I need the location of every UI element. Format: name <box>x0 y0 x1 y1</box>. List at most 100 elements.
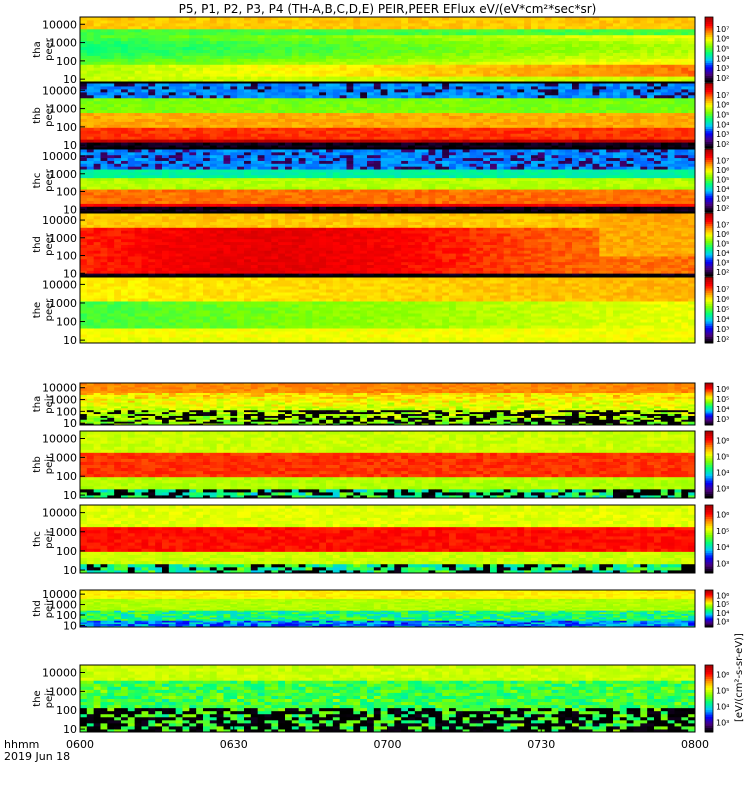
heatmap-cell <box>545 107 552 110</box>
heatmap-cell <box>661 116 668 119</box>
heatmap-cell <box>326 70 333 73</box>
heatmap-cell <box>347 38 354 41</box>
heatmap-cell <box>183 29 190 32</box>
heatmap-cell <box>442 113 449 116</box>
heatmap-cell <box>340 86 347 89</box>
heatmap-cell <box>135 127 142 130</box>
heatmap-cell <box>415 61 422 64</box>
heatmap-cell <box>579 70 586 73</box>
heatmap-cell <box>135 52 142 55</box>
heatmap-cell <box>408 118 415 121</box>
heatmap-cell <box>435 52 442 55</box>
heatmap-cell <box>401 98 408 101</box>
heatmap-cell <box>538 118 545 121</box>
heatmap-cell <box>319 64 326 67</box>
heatmap-cell <box>251 58 258 61</box>
heatmap-cell <box>107 172 114 175</box>
heatmap-cell <box>176 142 183 145</box>
heatmap-cell <box>176 124 183 127</box>
heatmap-cell <box>572 52 579 55</box>
heatmap-cell <box>319 17 326 20</box>
heatmap-cell <box>435 107 442 110</box>
heatmap-cell <box>429 23 436 26</box>
heatmap-cell <box>394 121 401 124</box>
heatmap-cell <box>620 17 627 20</box>
heatmap-cell <box>333 113 340 116</box>
heatmap-cell <box>162 113 169 116</box>
heatmap-cell <box>258 92 265 95</box>
heatmap-cell <box>517 118 524 121</box>
heatmap-cell <box>203 101 210 104</box>
heatmap-cell <box>490 35 497 38</box>
heatmap-cell <box>647 89 654 92</box>
heatmap-cell <box>347 61 354 64</box>
heatmap-cell <box>688 76 695 79</box>
heatmap-cell <box>251 133 258 136</box>
heatmap-cell <box>128 203 135 206</box>
heatmap-cell <box>121 189 128 192</box>
heatmap-cell <box>511 41 518 44</box>
heatmap-cell <box>654 29 661 32</box>
heatmap-cell <box>415 17 422 20</box>
heatmap-cell <box>579 35 586 38</box>
heatmap-cell <box>449 44 456 47</box>
heatmap-cell <box>292 61 299 64</box>
heatmap-cell <box>504 95 511 98</box>
heatmap-cell <box>353 83 360 86</box>
heatmap-cell <box>169 32 176 35</box>
heatmap-cell <box>353 70 360 73</box>
heatmap-cell <box>278 50 285 53</box>
heatmap-cell <box>107 178 114 181</box>
heatmap-cell <box>196 116 203 119</box>
heatmap-cell <box>265 142 272 145</box>
heatmap-cell <box>394 35 401 38</box>
heatmap-cell <box>244 44 251 47</box>
heatmap-cell <box>640 110 647 113</box>
heatmap-cell <box>415 113 422 116</box>
heatmap-cell <box>429 116 436 119</box>
heatmap-cell <box>586 142 593 145</box>
heatmap-cell <box>545 76 552 79</box>
heatmap-cell <box>524 55 531 58</box>
heatmap-cell <box>360 38 367 41</box>
heatmap-cell <box>606 73 613 76</box>
heatmap-cell <box>517 130 524 133</box>
heatmap-cell <box>333 64 340 67</box>
heatmap-cell <box>483 67 490 70</box>
heatmap-cell <box>497 142 504 145</box>
heatmap-cell <box>463 50 470 53</box>
heatmap-cell <box>340 127 347 130</box>
heatmap-cell <box>401 70 408 73</box>
heatmap-cell <box>497 86 504 89</box>
heatmap-cell <box>306 26 313 29</box>
heatmap-cell <box>299 26 306 29</box>
heatmap-cell <box>524 127 531 130</box>
heatmap-cell <box>101 189 108 192</box>
heatmap-cell <box>497 107 504 110</box>
heatmap-cell <box>265 23 272 26</box>
heatmap-cell <box>271 113 278 116</box>
heatmap-cell <box>196 64 203 67</box>
heatmap-cell <box>333 20 340 23</box>
heatmap-cell <box>121 206 128 209</box>
heatmap-cell <box>483 124 490 127</box>
heatmap-cell <box>142 26 149 29</box>
heatmap-cell <box>476 26 483 29</box>
heatmap-cell <box>422 32 429 35</box>
heatmap-cell <box>668 17 675 20</box>
heatmap-cell <box>251 124 258 127</box>
heatmap-cell <box>114 83 121 86</box>
heatmap-cell <box>292 52 299 55</box>
heatmap-cell <box>449 89 456 92</box>
heatmap-cell <box>203 29 210 32</box>
heatmap-cell <box>374 41 381 44</box>
heatmap-cell <box>347 124 354 127</box>
heatmap-cell <box>463 29 470 32</box>
heatmap-cell <box>606 98 613 101</box>
heatmap-cell <box>476 130 483 133</box>
heatmap-cell <box>142 95 149 98</box>
heatmap-cell <box>483 55 490 58</box>
heatmap-cell <box>565 29 572 32</box>
heatmap-cell <box>401 47 408 50</box>
heatmap-cell <box>292 83 299 86</box>
